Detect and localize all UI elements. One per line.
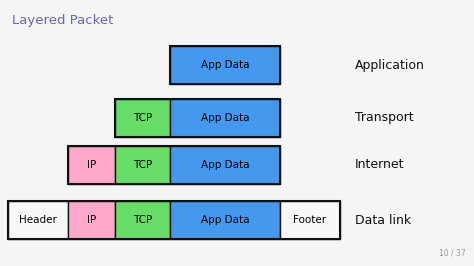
Text: App Data: App Data [201,160,249,170]
Bar [280,201,340,239]
Bar [68,146,115,184]
Bar [68,146,280,184]
Bar [170,146,280,184]
Bar [115,99,280,137]
Bar [68,201,115,239]
Bar [8,201,68,239]
Bar [170,201,280,239]
Bar [170,46,280,84]
Text: IP: IP [87,215,96,225]
Text: Transport: Transport [355,111,414,124]
Bar [170,46,280,84]
Text: Header: Header [19,215,57,225]
Text: App Data: App Data [201,60,249,70]
Text: Internet: Internet [355,159,404,172]
Bar [115,201,170,239]
Bar [115,146,170,184]
Text: TCP: TCP [133,160,152,170]
Text: Application: Application [355,59,425,72]
Bar [8,201,340,239]
Text: Layered Packet: Layered Packet [12,14,113,27]
Text: IP: IP [87,160,96,170]
Text: 10 / 37: 10 / 37 [439,249,466,258]
Text: TCP: TCP [133,215,152,225]
Text: App Data: App Data [201,113,249,123]
Text: Footer: Footer [293,215,327,225]
Bar [170,99,280,137]
Text: Data link: Data link [355,214,411,227]
Text: App Data: App Data [201,215,249,225]
Text: TCP: TCP [133,113,152,123]
Bar [115,99,170,137]
